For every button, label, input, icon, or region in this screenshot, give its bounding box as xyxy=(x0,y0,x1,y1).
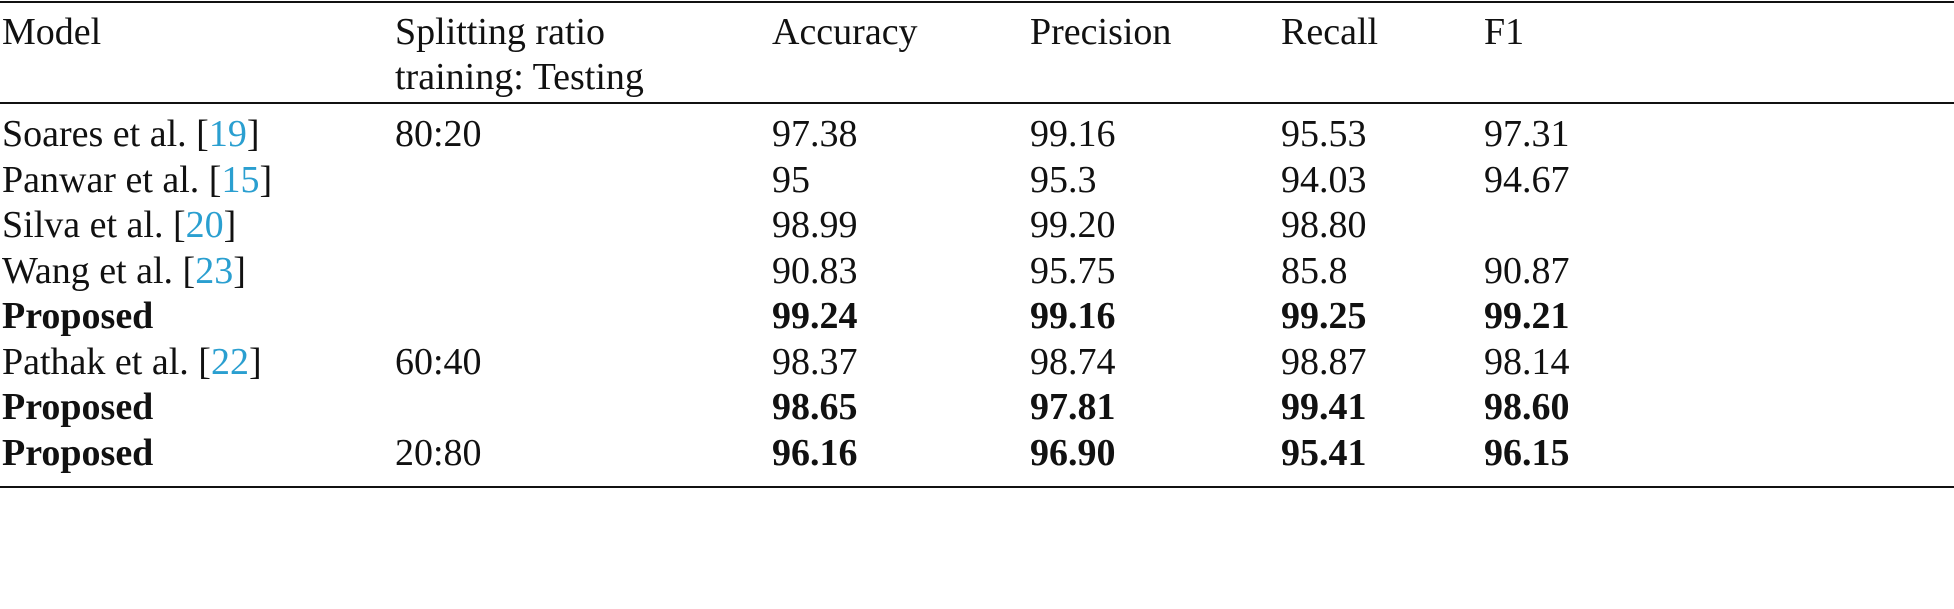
model-text: Proposed xyxy=(2,386,154,428)
model-cell: Wang et al. [23] xyxy=(2,249,246,294)
model-cell: Pathak et al. [22] xyxy=(2,340,262,385)
model-cell: Panwar et al. [15] xyxy=(2,158,272,203)
model-text: Wang et al. [ xyxy=(2,249,196,292)
citation-link[interactable]: 15 xyxy=(221,158,260,201)
citation-link[interactable]: 20 xyxy=(185,204,224,246)
bottom-rule xyxy=(0,486,1954,488)
value-cell: 98.14 xyxy=(1484,340,1570,383)
citation-link[interactable]: 23 xyxy=(195,249,234,292)
value-cell: 95.3 xyxy=(1030,158,1097,201)
value-cell: 96.15 xyxy=(1484,431,1570,474)
value-cell: 97.81 xyxy=(1030,386,1116,428)
header-cell: Splitting ratio training: Testing xyxy=(395,11,644,98)
model-text: Proposed xyxy=(2,295,154,337)
model-text: Silva et al. [ xyxy=(2,204,186,246)
value-cell: 99.41 xyxy=(1281,386,1367,428)
value-cell: 95 xyxy=(772,158,810,201)
model-text: Proposed xyxy=(2,431,154,474)
value-cell: 90.83 xyxy=(772,249,858,292)
value-cell: 80:20 xyxy=(395,113,482,155)
value-cell: 98.65 xyxy=(772,386,858,428)
value-cell: 85.8 xyxy=(1281,249,1348,292)
value-cell: 94.03 xyxy=(1281,158,1367,201)
value-cell: 99.16 xyxy=(1030,295,1116,337)
value-cell: 95.41 xyxy=(1281,431,1367,474)
value-cell: 20:80 xyxy=(395,431,482,474)
value-cell: 97.38 xyxy=(772,113,858,155)
citation-link[interactable]: 19 xyxy=(208,113,247,155)
value-cell: 98.37 xyxy=(772,340,858,383)
model-text: Panwar et al. [ xyxy=(2,158,222,201)
header-cell: F1 xyxy=(1484,11,1525,53)
value-cell: 94.67 xyxy=(1484,158,1570,201)
model-text: ] xyxy=(233,249,246,292)
header-rule xyxy=(0,102,1954,104)
header-cell: Recall xyxy=(1281,11,1379,53)
model-text: ] xyxy=(259,158,273,201)
model-cell: Silva et al. [20] xyxy=(2,203,236,248)
value-cell: 99.24 xyxy=(772,295,858,337)
header-cell: Precision xyxy=(1030,11,1172,53)
model-text: ] xyxy=(246,113,260,155)
value-cell: 97.31 xyxy=(1484,113,1570,155)
top-rule xyxy=(0,1,1954,3)
value-cell: 98.60 xyxy=(1484,386,1570,428)
model-text: Pathak et al. [ xyxy=(2,340,211,383)
model-cell: Soares et al. [19] xyxy=(2,112,259,157)
value-cell: 60:40 xyxy=(395,340,482,383)
value-cell: 98.99 xyxy=(772,204,858,246)
model-cell: Proposed xyxy=(2,385,153,430)
model-text: ] xyxy=(248,340,262,383)
model-text: ] xyxy=(223,204,237,246)
header-cell: Model xyxy=(2,11,102,53)
value-cell: 96.90 xyxy=(1030,431,1116,474)
value-cell: 99.16 xyxy=(1030,113,1116,155)
value-cell: 99.20 xyxy=(1030,204,1116,246)
value-cell: 98.87 xyxy=(1281,340,1367,383)
model-cell: Proposed xyxy=(2,294,153,339)
value-cell: 98.74 xyxy=(1030,340,1116,383)
value-cell: 95.53 xyxy=(1281,113,1367,155)
header-cell: Accuracy xyxy=(772,11,918,53)
citation-link[interactable]: 22 xyxy=(210,340,249,383)
value-cell: 96.16 xyxy=(772,431,858,474)
model-cell: Proposed xyxy=(2,431,153,476)
value-cell: 99.21 xyxy=(1484,295,1570,337)
value-cell: 99.25 xyxy=(1281,295,1367,337)
value-cell: 90.87 xyxy=(1484,249,1570,292)
value-cell: 98.80 xyxy=(1281,204,1367,246)
model-text: Soares et al. [ xyxy=(2,113,209,155)
value-cell: 95.75 xyxy=(1030,249,1116,292)
